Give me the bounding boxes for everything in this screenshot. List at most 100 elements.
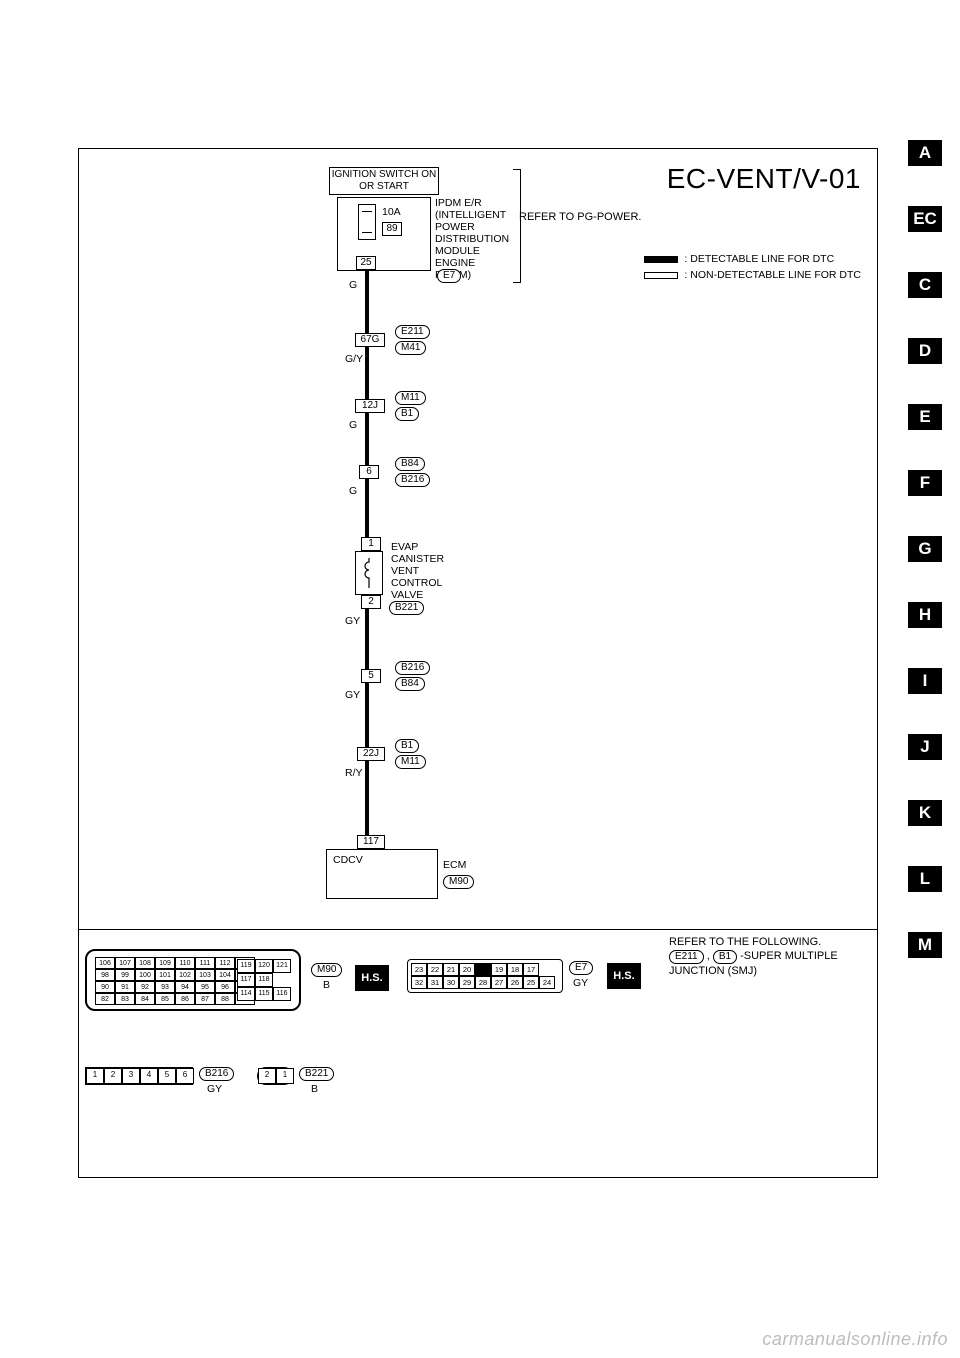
pin-cell: 5: [158, 1068, 176, 1084]
tab-e[interactable]: E: [908, 404, 942, 430]
pin-cell: 93: [155, 981, 175, 993]
conn-b216-grid: 123456: [86, 1068, 192, 1084]
jct1-top: E211: [395, 325, 430, 339]
wc-gy3: GY: [345, 689, 360, 701]
pin-cell: 109: [155, 957, 175, 969]
pin-cell: 22: [427, 963, 443, 976]
conn-b216-label: B216: [199, 1067, 234, 1081]
pin-cell: 17: [523, 963, 539, 976]
pin-cell: 32: [411, 976, 427, 989]
tab-a[interactable]: A: [908, 140, 942, 166]
ipdm-pin: 25: [356, 256, 376, 270]
pin-cell: 31: [427, 976, 443, 989]
wc-gy2: GY: [345, 615, 360, 627]
legend: : DETECTABLE LINE FOR DTC : NON-DETECTAB…: [644, 251, 861, 283]
pin-cell: 121: [273, 959, 291, 973]
tab-d[interactable]: D: [908, 338, 942, 364]
pin-cell: 90: [95, 981, 115, 993]
ecm-pin: 117: [357, 835, 385, 849]
jct2-top: M11: [395, 391, 426, 405]
pin-cell: 2: [258, 1068, 276, 1084]
side-tabs: A EC C D E F G H I J K L M: [908, 140, 942, 998]
pin-cell: 104: [215, 969, 235, 981]
jct4-pin: 5: [361, 669, 381, 683]
footer-c2: B1: [713, 950, 737, 964]
jct3-top: B84: [395, 457, 425, 471]
wc-gy: G/Y: [345, 353, 363, 365]
pin-cell: 94: [175, 981, 195, 993]
conn-e7-color: GY: [573, 977, 588, 989]
pin-cell: 111: [195, 957, 215, 969]
pin-cell: 114: [237, 987, 255, 1001]
legend-detect-text: : DETECTABLE LINE FOR DTC: [684, 251, 834, 267]
diagram-frame: EC-VENT/V-01 : DETECTABLE LINE FOR DTC :…: [78, 148, 878, 1178]
tab-ec[interactable]: EC: [908, 206, 942, 232]
wc-g2: G: [349, 419, 357, 431]
wc-g1: G: [349, 279, 357, 291]
pin-cell: 96: [215, 981, 235, 993]
pin-cell: 4: [140, 1068, 158, 1084]
pin-cell: 3: [122, 1068, 140, 1084]
pin-cell: 98: [95, 969, 115, 981]
pin-cell: 100: [135, 969, 155, 981]
tab-j[interactable]: J: [908, 734, 942, 760]
conn-e7-grid: 23222120191817323130292827262524: [411, 963, 555, 989]
pin-cell: 91: [115, 981, 135, 993]
pin-cell: 82: [95, 993, 115, 1005]
footer-line1: REFER TO THE FOLLOWING.: [669, 935, 838, 949]
pin-cell: 118: [255, 973, 273, 987]
hs-badge-2: H.S.: [607, 963, 641, 989]
tab-c[interactable]: C: [908, 272, 942, 298]
tab-h[interactable]: H: [908, 602, 942, 628]
swatch-filled: [644, 256, 678, 263]
brace: [509, 169, 521, 283]
jct5-top: B1: [395, 739, 419, 753]
jct1-bot: M41: [395, 341, 426, 355]
wc-ry: R/Y: [345, 767, 363, 779]
valve-pin-in: 1: [361, 537, 381, 551]
valve-conn: B221: [389, 601, 424, 615]
jct5-bot: M11: [395, 755, 426, 769]
tab-f[interactable]: F: [908, 470, 942, 496]
pin-cell: 2: [104, 1068, 122, 1084]
pin-cell: 106: [95, 957, 115, 969]
jct3-bot: B216: [395, 473, 430, 487]
tab-g[interactable]: G: [908, 536, 942, 562]
wc-g3: G: [349, 485, 357, 497]
ecm-box: CDCV: [326, 849, 438, 899]
conn-m90-label: M90: [311, 963, 342, 977]
ipdm-conn: E7: [437, 269, 461, 283]
fuse-icon: [358, 204, 376, 240]
pin-cell: 19: [491, 963, 507, 976]
legend-detect: : DETECTABLE LINE FOR DTC: [644, 251, 861, 267]
ipdm-box: 10A 89 25: [337, 197, 431, 271]
ecm-conn: M90: [443, 875, 474, 889]
tab-m[interactable]: M: [908, 932, 942, 958]
tab-l[interactable]: L: [908, 866, 942, 892]
conn-b221-label: B221: [299, 1067, 334, 1081]
pin-cell: 30: [443, 976, 459, 989]
pin-cell: 21: [443, 963, 459, 976]
footer-c1: E211: [669, 950, 704, 964]
pin-cell: 24: [539, 976, 555, 989]
pin-cell: 23: [411, 963, 427, 976]
watermark: carmanualsonline.info: [762, 1329, 948, 1350]
valve-body: [355, 551, 383, 595]
pin-cell: 120: [255, 959, 273, 973]
pin-cell: 107: [115, 957, 135, 969]
pin-cell: 102: [175, 969, 195, 981]
coil-icon: [360, 558, 378, 588]
ignition-box: IGNITION SWITCH ON OR START: [329, 167, 439, 195]
jct3-pin: 6: [359, 465, 379, 479]
pin-cell: 115: [255, 987, 273, 1001]
ecm-label: ECM: [443, 859, 466, 871]
pin-cell: 6: [176, 1068, 194, 1084]
jct5-pin: 22J: [357, 747, 385, 761]
pin-cell: 88: [215, 993, 235, 1005]
tab-k[interactable]: K: [908, 800, 942, 826]
pin-cell: 117: [237, 973, 255, 987]
legend-nondetect: : NON-DETECTABLE LINE FOR DTC: [644, 267, 861, 283]
pin-cell: 119: [237, 959, 255, 973]
legend-nondetect-text: : NON-DETECTABLE LINE FOR DTC: [684, 267, 861, 283]
tab-i[interactable]: I: [908, 668, 942, 694]
